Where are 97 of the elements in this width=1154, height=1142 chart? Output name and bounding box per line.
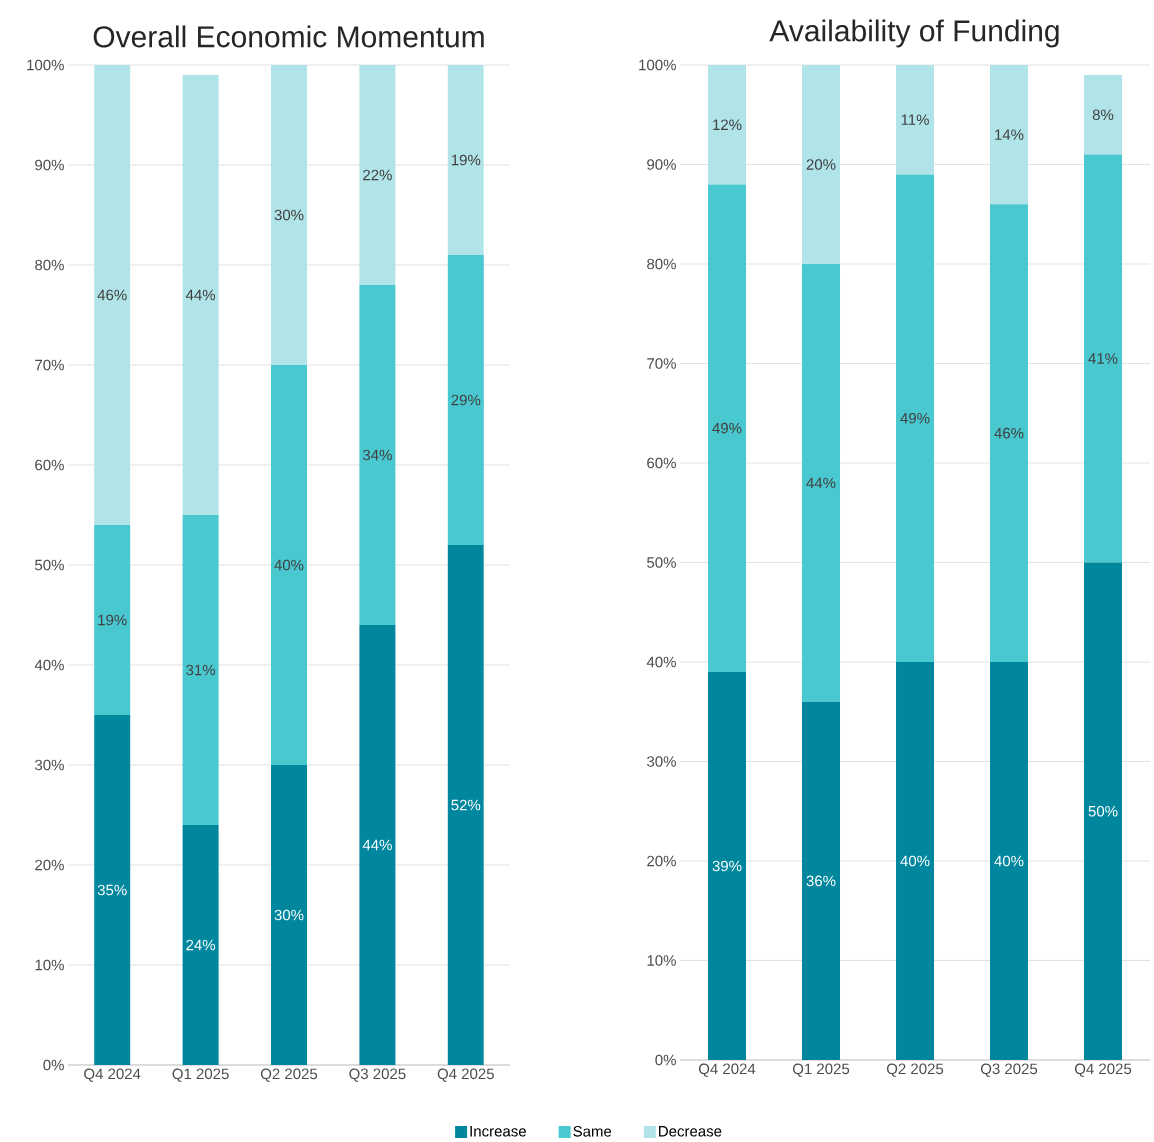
y-tick-label: 80% [35,259,64,271]
y-tick-label: 80% [647,258,676,270]
y-tick-label: 20% [35,859,64,871]
y-tick-label: 10% [35,959,64,971]
y-tick-label: 10% [647,955,676,966]
bar [802,263,841,702]
bar [447,254,484,545]
data-label: 49% [712,422,742,434]
bar [94,714,131,1065]
bar [271,364,307,765]
y-tick-label: 100% [639,59,676,71]
data-label: 22% [363,169,392,181]
bar [447,544,484,1065]
x-tick-label: Q1 2025 [172,1068,229,1082]
bar [708,671,746,1060]
bar [359,64,396,285]
data-label: 31% [186,664,216,676]
bar [802,64,841,264]
data-label: 52% [451,799,481,811]
data-label: 36% [806,875,836,887]
data-label: 44% [185,289,216,301]
data-label: 12% [713,119,742,130]
data-label: 24% [186,939,216,951]
y-tick-label: 50% [35,559,64,571]
bar [1084,74,1123,155]
data-label: 20% [806,159,836,170]
y-tick-label: 20% [647,855,676,867]
bar [1084,154,1123,563]
data-label: 40% [900,855,930,867]
bar [896,661,935,1060]
bar [708,184,746,672]
legend-label: Decrease [659,1126,722,1137]
bar [94,64,131,525]
data-label: 46% [994,427,1024,439]
legend-label: Same [573,1126,612,1137]
data-label: 8% [1092,109,1114,121]
data-label: 41% [1088,353,1118,364]
bar [271,764,307,1065]
bar [990,661,1029,1060]
y-tick-label: 90% [35,159,64,171]
data-label: 19% [98,614,127,626]
bar [182,824,219,1065]
data-label: 11% [901,114,929,125]
chart-title: Overall Economic Momentum [93,25,484,48]
x-tick-label: Q4 2025 [1074,1063,1132,1077]
y-tick-label: 70% [35,359,64,371]
data-label: 19% [451,154,481,166]
data-label: 40% [994,855,1024,867]
bar [896,174,935,662]
data-label: 29% [451,394,481,406]
data-label: 50% [1088,805,1118,817]
y-tick-label: 70% [647,358,676,369]
data-label: 14% [995,129,1024,140]
y-tick-label: 50% [647,557,676,568]
y-tick-label: 0% [43,1059,64,1071]
x-tick-label: Q4 2024 [698,1063,756,1077]
data-label: 34% [362,449,392,461]
x-tick-label: Q4 2025 [437,1068,494,1082]
data-label: 39% [712,860,742,872]
data-label: 49% [900,412,930,424]
bar [359,284,396,625]
bar [708,64,746,185]
data-label: 35% [97,884,127,896]
data-label: 44% [806,477,836,489]
x-tick-label: Q3 2025 [349,1068,406,1082]
bar [447,64,484,255]
x-tick-label: Q1 2025 [792,1063,850,1077]
y-tick-label: 90% [647,159,676,170]
bar [182,514,219,825]
bar [94,524,131,715]
bar [990,204,1029,662]
y-tick-label: 60% [35,459,64,471]
chart-title: Availability of Funding [769,19,1059,48]
data-label: 30% [274,209,304,221]
legend-label: Increase [470,1126,526,1137]
data-label: 40% [274,559,304,571]
data-label: 46% [97,289,127,301]
bar [271,64,307,365]
bar [1084,562,1123,1060]
bar [990,64,1029,205]
data-label: 30% [274,909,304,921]
x-tick-label: Q2 2025 [260,1068,318,1082]
bar [182,74,219,515]
y-tick-label: 40% [34,659,64,671]
x-tick-label: Q2 2025 [886,1063,944,1077]
x-tick-label: Q4 2024 [84,1068,141,1082]
y-tick-label: 30% [647,756,676,767]
x-tick-label: Q3 2025 [980,1063,1038,1077]
bar [359,624,396,1065]
bar [802,701,841,1060]
y-tick-label: 100% [27,59,64,71]
y-tick-label: 40% [646,656,676,668]
data-label: 44% [362,839,392,851]
y-tick-label: 0% [655,1054,676,1066]
bar [896,64,935,175]
y-tick-label: 60% [647,457,676,469]
y-tick-label: 30% [35,759,64,771]
